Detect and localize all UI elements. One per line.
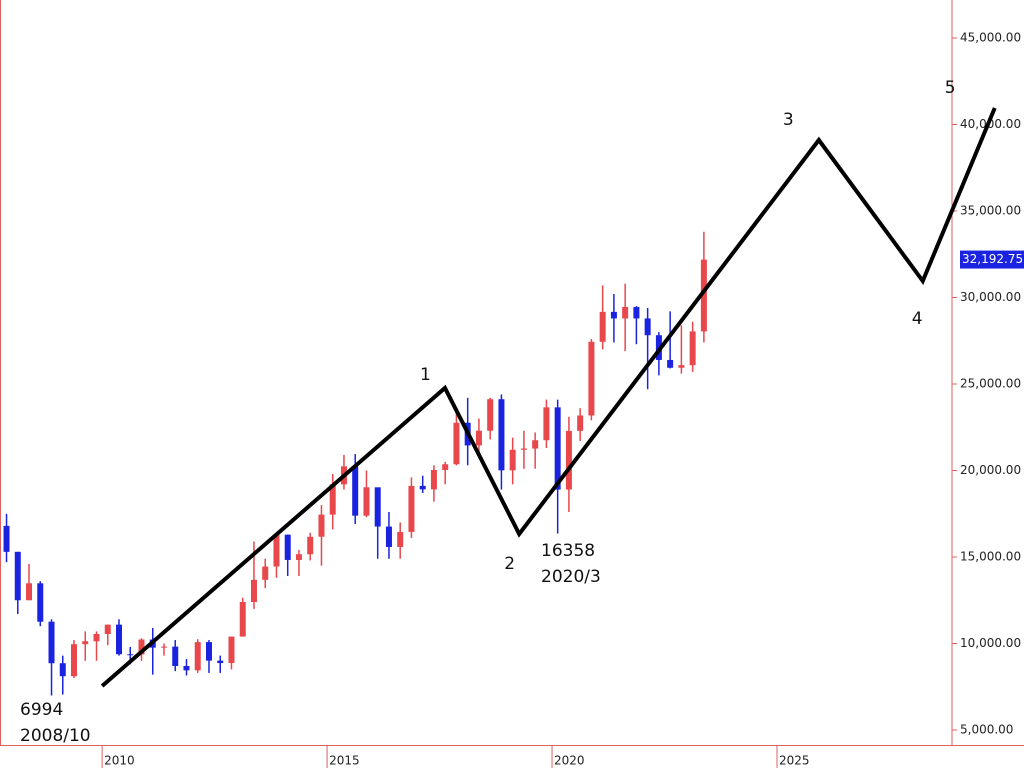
candle-body <box>363 487 370 516</box>
y-tick-label: 20,000.00 <box>960 463 1021 477</box>
candle-body <box>565 430 572 490</box>
candle-body <box>329 484 336 515</box>
candle-body <box>37 583 44 622</box>
annotation: 16358 <box>541 541 595 561</box>
candle-body <box>239 601 246 637</box>
candle-body <box>374 487 381 527</box>
candle-body <box>205 642 212 661</box>
candle-body <box>520 448 527 450</box>
candle-body <box>352 466 359 516</box>
candle-body <box>26 583 33 601</box>
candle-body <box>498 399 505 471</box>
y-tick-label: 5,000.00 <box>960 723 1013 737</box>
last-price-label: 32,192.75 <box>962 252 1023 266</box>
candle-body <box>48 621 55 664</box>
annotation: 2020/3 <box>541 567 601 587</box>
candle-body <box>453 422 460 465</box>
candle-body <box>678 365 685 368</box>
y-tick-label: 25,000.00 <box>960 377 1021 391</box>
annotation: 6994 <box>20 700 63 720</box>
candle-body <box>318 514 325 537</box>
candle-body <box>14 551 21 601</box>
candle-body <box>689 331 696 366</box>
candle-body <box>71 644 78 677</box>
candle-body <box>475 430 482 446</box>
candle-body <box>307 536 314 555</box>
candle-body <box>442 464 449 470</box>
candle-body <box>250 579 257 602</box>
candle-body <box>487 399 494 431</box>
candle-body <box>610 311 617 319</box>
wave-label: 4 <box>912 309 923 329</box>
candle-body <box>194 642 201 671</box>
candle-body <box>577 415 584 431</box>
candle-body <box>284 534 291 560</box>
x-tick-label: 2015 <box>329 754 360 768</box>
y-tick-label: 10,000.00 <box>960 636 1021 650</box>
candle-body <box>3 525 10 552</box>
x-tick-label: 2025 <box>779 754 810 768</box>
y-tick-label: 45,000.00 <box>960 31 1021 45</box>
wave-label: 2 <box>504 554 515 574</box>
candle-body <box>408 485 415 532</box>
candle-body <box>93 633 100 642</box>
y-tick-label: 30,000.00 <box>960 290 1021 304</box>
candle-body <box>554 407 561 490</box>
y-tick-label: 40,000.00 <box>960 117 1021 131</box>
candle-body <box>419 485 426 490</box>
candle-body <box>295 554 302 560</box>
candle-body <box>160 646 167 648</box>
candle-body <box>228 636 235 664</box>
candle-body <box>397 531 404 547</box>
candle-body <box>532 440 539 449</box>
candle-body <box>633 307 640 319</box>
wave-label: 1 <box>420 365 431 385</box>
candle-body <box>667 359 674 368</box>
y-tick-label: 15,000.00 <box>960 550 1021 564</box>
candle-body <box>127 654 134 656</box>
candle-body <box>385 526 392 547</box>
y-tick-label: 35,000.00 <box>960 204 1021 218</box>
candle-body <box>622 307 629 319</box>
candle-body <box>104 624 111 634</box>
candle-body <box>700 259 707 332</box>
candle-body <box>82 641 89 645</box>
candle-body <box>509 449 516 471</box>
x-tick-label: 2010 <box>104 754 135 768</box>
candle-body <box>172 646 179 666</box>
candle-body <box>138 639 145 655</box>
wave-line <box>100 107 997 688</box>
candle-body <box>599 311 606 342</box>
wave-label: 3 <box>783 110 794 130</box>
candle-body <box>59 663 66 677</box>
candle-body <box>588 341 595 416</box>
annotation: 2008/10 <box>20 726 91 746</box>
candle-body <box>183 665 190 671</box>
candle-body <box>116 624 123 655</box>
wave-label: 5 <box>945 78 956 98</box>
candle-body <box>217 660 224 664</box>
candle-body <box>430 469 437 490</box>
candle-body <box>262 566 269 580</box>
x-tick-label: 2020 <box>554 754 585 768</box>
candle-body <box>543 407 550 441</box>
candle-body <box>273 534 280 567</box>
candle-body <box>644 318 651 336</box>
last-price-tag <box>960 250 1024 269</box>
